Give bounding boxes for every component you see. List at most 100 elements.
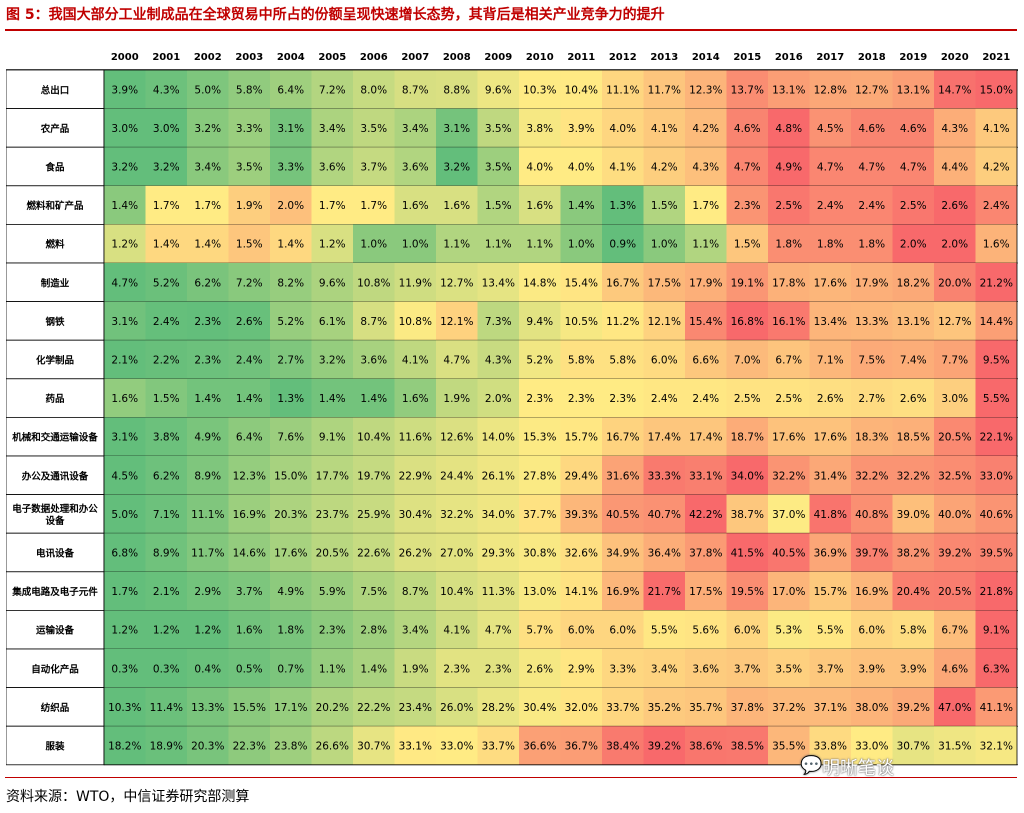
- heatmap-cell: [477, 533, 519, 572]
- cell-value: 4.1%: [402, 355, 429, 367]
- cell-value: 3.5%: [775, 663, 802, 675]
- cell-value: 1.6%: [526, 200, 553, 212]
- heatmap-cell: [104, 108, 146, 148]
- cell-value: 10.4%: [357, 432, 390, 444]
- cell-value: 2.0%: [900, 239, 927, 251]
- heatmap-cell: [187, 108, 229, 148]
- heatmap-cell: [270, 301, 312, 341]
- heatmap-cell: [602, 70, 644, 109]
- cell-value: 17.9%: [689, 277, 722, 289]
- cell-value: 6.0%: [858, 625, 885, 637]
- heatmap-cell: [394, 147, 436, 186]
- cell-value: 18.2%: [108, 741, 141, 753]
- cell-value: 12.1%: [648, 316, 681, 328]
- cell-value: 15.5%: [233, 702, 266, 714]
- cell-value: 1.7%: [692, 200, 719, 212]
- heatmap-cell: [809, 533, 851, 572]
- heatmap-cell: [104, 649, 146, 688]
- heatmap-cell: [519, 610, 561, 649]
- cell-value: 3.8%: [153, 432, 180, 444]
- row-label-cell: [6, 108, 105, 148]
- row-label: 钢铁: [45, 316, 65, 328]
- cell-value: 4.2%: [651, 162, 678, 174]
- heatmap-cell: [228, 185, 270, 225]
- heatmap-cell: [228, 340, 270, 379]
- cell-value: 37.7%: [523, 509, 556, 521]
- cell-value: 1.6%: [402, 393, 429, 405]
- cell-value: 2.4%: [692, 393, 719, 405]
- heatmap-cell: [353, 70, 395, 109]
- cell-value: 4.0%: [609, 123, 636, 135]
- heatmap-cell: [104, 610, 146, 649]
- cell-value: 3.6%: [360, 355, 387, 367]
- heatmap-cell: [726, 610, 768, 649]
- cell-value: 6.4%: [277, 84, 304, 96]
- cell-value: 16.9%: [855, 586, 888, 598]
- cell-value: 27.0%: [440, 548, 473, 560]
- heatmap-cell: [768, 224, 810, 263]
- cell-value: 32.5%: [938, 470, 971, 482]
- cell-value: 33.0%: [980, 470, 1013, 482]
- heatmap-cell: [104, 340, 146, 379]
- cell-value: 2.6%: [817, 393, 844, 405]
- cell-value: 5.6%: [692, 625, 719, 637]
- heatmap-cell: [187, 185, 229, 225]
- cell-value: 13.3%: [191, 702, 224, 714]
- heatmap-cell: [270, 533, 312, 572]
- cell-value: 6.6%: [692, 355, 719, 367]
- heatmap-cell: [768, 301, 810, 341]
- heatmap-cell: [228, 417, 270, 456]
- heatmap-cell: [768, 340, 810, 379]
- cell-value: 1.5%: [651, 200, 678, 212]
- cell-value: 8.7%: [402, 84, 429, 96]
- heatmap-cell: [934, 494, 976, 534]
- cell-value: 3.1%: [443, 123, 470, 135]
- heatmap-cell: [560, 687, 602, 727]
- heatmap-cell: [270, 224, 312, 263]
- heatmap-cell: [685, 687, 727, 727]
- cell-value: 39.5%: [980, 548, 1013, 560]
- heatmap-cell: [270, 340, 312, 379]
- heatmap-cell: [851, 494, 893, 534]
- heatmap-cell: [726, 108, 768, 148]
- cell-value: 5.8%: [236, 84, 263, 96]
- heatmap-cell: [851, 378, 893, 418]
- heatmap-cell: [643, 185, 685, 225]
- cell-value: 12.3%: [233, 470, 266, 482]
- heatmap-cell: [560, 108, 602, 148]
- cell-value: 1.4%: [236, 393, 263, 405]
- heatmap-cell: [560, 263, 602, 302]
- cell-value: 7.1%: [817, 355, 844, 367]
- heatmap-cell: [436, 610, 478, 649]
- cell-value: 11.3%: [482, 586, 515, 598]
- cell-value: 15.7%: [814, 586, 847, 598]
- heatmap-cell: [187, 70, 229, 109]
- cell-value: 4.8%: [775, 123, 802, 135]
- cell-value: 4.3%: [941, 123, 968, 135]
- heatmap-cell: [436, 571, 478, 611]
- heatmap-cell: [394, 687, 436, 727]
- cell-value: 1.0%: [568, 239, 595, 251]
- heatmap-cell: [726, 571, 768, 611]
- cell-value: 6.7%: [775, 355, 802, 367]
- heatmap-cell: [145, 456, 187, 495]
- cell-value: 3.2%: [443, 162, 470, 174]
- cell-value: 1.0%: [360, 239, 387, 251]
- cell-value: 1.7%: [153, 200, 180, 212]
- cell-value: 26.6%: [316, 741, 349, 753]
- cell-value: 4.7%: [858, 162, 885, 174]
- cell-value: 17.5%: [689, 586, 722, 598]
- cell-value: 20.5%: [938, 432, 971, 444]
- year-header: 2015: [733, 52, 761, 63]
- cell-value: 1.7%: [360, 200, 387, 212]
- heatmap-cell: [602, 147, 644, 186]
- cell-value: 20.2%: [316, 702, 349, 714]
- heatmap-cell: [851, 417, 893, 456]
- heatmap-cell: [436, 417, 478, 456]
- cell-value: 27.8%: [523, 470, 556, 482]
- cell-value: 35.2%: [648, 702, 681, 714]
- cell-value: 0.3%: [153, 663, 180, 675]
- heatmap-cell: [809, 378, 851, 418]
- heatmap-cell: [187, 263, 229, 302]
- heatmap-cell: [685, 494, 727, 534]
